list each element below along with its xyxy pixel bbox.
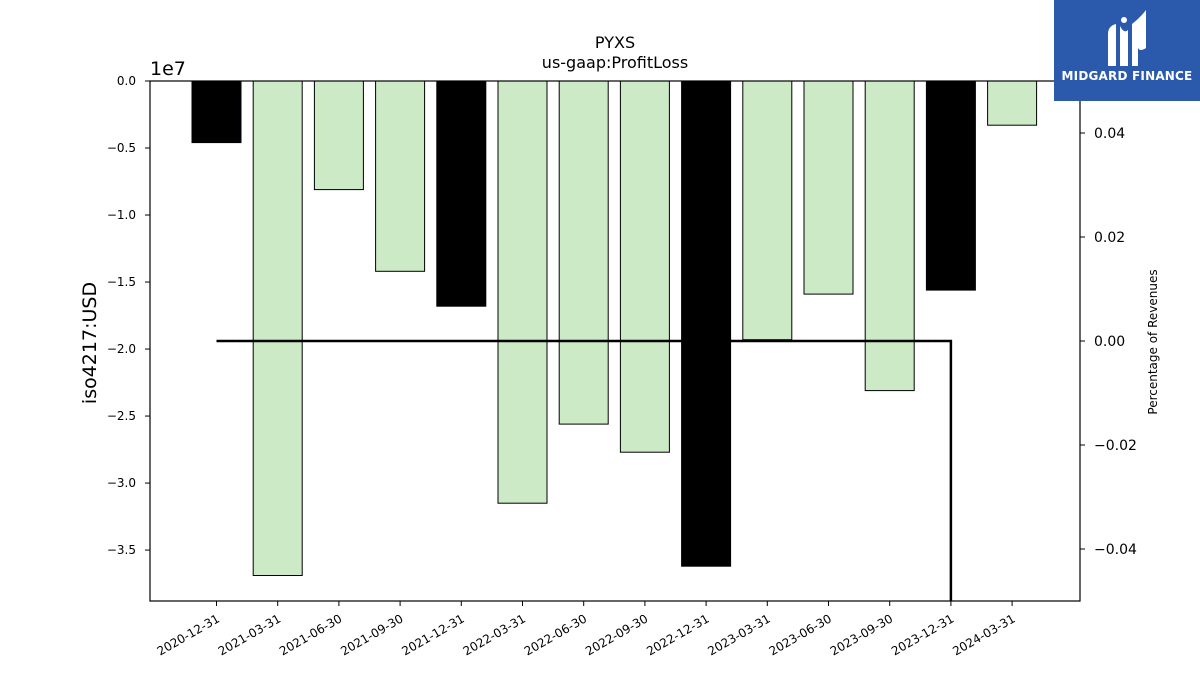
- chart-title: PYXS: [595, 33, 635, 52]
- y-tick-label: −3.0: [107, 476, 136, 490]
- y-offset-label: 1e7: [150, 58, 186, 80]
- x-tick-label: 2023-03-31: [705, 611, 772, 658]
- bar-2021-06-30: [313, 80, 364, 191]
- bar-2022-06-30: [558, 80, 609, 425]
- bar-2020-12-31: [191, 80, 242, 144]
- y-axis-label: iso4217:USD: [79, 282, 101, 404]
- x-tick-label: 2020-12-31: [155, 611, 222, 658]
- x-tick-label: 2023-12-31: [889, 611, 956, 658]
- x-tick-label: 2022-03-31: [461, 611, 528, 658]
- y2-axis-label: Percentage of Revenues: [1146, 269, 1160, 414]
- y-tick-label: −0.5: [107, 141, 136, 155]
- x-tick-label: 2023-06-30: [767, 611, 834, 658]
- x-axis: 2020-12-312021-03-312021-06-302021-09-30…: [155, 601, 1018, 658]
- y-tick-label: −3.5: [107, 543, 136, 557]
- y2-tick-label: −0.04: [1094, 542, 1137, 558]
- y-tick-label: −2.5: [107, 409, 136, 423]
- x-tick-label: 2022-06-30: [522, 611, 589, 658]
- logo-mark-icon: [1108, 10, 1146, 66]
- y2-tick-label: 0.04: [1094, 126, 1125, 142]
- y2-tick-label: 0.00: [1094, 334, 1125, 350]
- y-tick-label: −1.0: [107, 208, 136, 222]
- y-tick-label: −1.5: [107, 275, 136, 289]
- x-tick-label: 2021-03-31: [216, 611, 283, 658]
- y2-tick-label: −0.02: [1094, 438, 1137, 454]
- percentage-line-layer: [216, 339, 953, 601]
- bar-2024-03-31: [987, 80, 1038, 126]
- bar-2022-09-30: [619, 80, 670, 453]
- bar-2023-03-31: [742, 80, 793, 341]
- x-tick-label: 2021-09-30: [338, 611, 405, 658]
- bar-2021-12-31: [436, 80, 487, 307]
- y-tick-label: −2.0: [107, 342, 136, 356]
- x-tick-label: 2021-06-30: [277, 611, 344, 658]
- bar-2021-03-31: [252, 80, 303, 576]
- x-tick-label: 2024-03-31: [950, 611, 1017, 658]
- x-tick-label: 2021-12-31: [399, 611, 466, 658]
- bar-2022-03-31: [497, 80, 548, 504]
- percentage-line: [216, 339, 953, 601]
- bar-2021-09-30: [375, 80, 426, 272]
- x-tick-label: 2022-09-30: [583, 611, 650, 658]
- x-tick-label: 2023-09-30: [828, 611, 895, 658]
- logo-text: MIDGARD FINANCE: [1061, 69, 1193, 83]
- x-tick-label: 2022-12-31: [644, 611, 711, 658]
- y-tick-label: 0.0: [117, 74, 136, 88]
- bar-2023-09-30: [864, 80, 915, 392]
- y2-tick-label: 0.02: [1094, 230, 1125, 246]
- chart-subtitle: us-gaap:ProfitLoss: [542, 53, 688, 72]
- midgard-finance-logo: MIDGARD FINANCE: [1054, 0, 1200, 101]
- bar-2023-12-31: [925, 80, 976, 291]
- y2-axis: 0.04 0.02 0.00 −0.02 −0.04: [1080, 126, 1137, 558]
- bars-layer: [191, 80, 1038, 576]
- bar-2022-12-31: [681, 80, 732, 567]
- bar-2023-06-30: [803, 80, 854, 295]
- y-axis: 0.0 −0.5 −1.0 −1.5 −2.0 −2.5 −3.0 −3.5: [107, 74, 150, 557]
